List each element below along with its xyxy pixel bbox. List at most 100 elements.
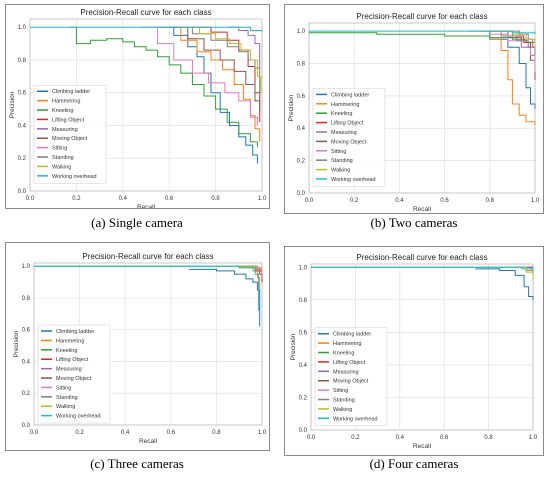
- y-tick-label: 0.6: [297, 94, 306, 100]
- legend-label: Hammering: [52, 99, 80, 105]
- y-axis-label: Precision: [290, 333, 297, 360]
- x-tick-label: 0.6: [167, 430, 176, 436]
- y-tick-label: 0.6: [22, 328, 31, 334]
- legend-label: Lifting Object: [52, 117, 85, 123]
- legend-label: Walking: [52, 164, 71, 170]
- y-tick-label: 1.0: [18, 25, 27, 31]
- series-line-sitting: [521, 266, 534, 273]
- series-line-working-overhead: [311, 266, 534, 274]
- legend-label: Sitting: [333, 388, 348, 394]
- x-tick-label: 0.0: [26, 196, 35, 202]
- legend-label: Lifting Object: [331, 121, 364, 127]
- x-tick-label: 0.2: [350, 198, 359, 204]
- legend-label: Standing: [333, 398, 355, 404]
- series-line-kneeling: [34, 265, 263, 273]
- legend-label: Lifting Object: [56, 357, 89, 363]
- x-axis-label: Recall: [137, 204, 156, 208]
- x-axis-label: Recall: [413, 443, 432, 450]
- x-tick-label: 0.6: [165, 196, 174, 202]
- legend-label: Lifting Object: [333, 360, 366, 366]
- series-line-climbing-ladder: [467, 30, 536, 109]
- legend-label: Climbing ladder: [52, 89, 90, 95]
- series-line-working-overhead: [309, 30, 536, 35]
- x-tick-label: 0.8: [211, 196, 220, 202]
- legend-label: Sitting: [56, 385, 71, 391]
- y-axis-label: Precision: [288, 94, 295, 121]
- y-tick-label: 1.0: [299, 265, 308, 271]
- legend-label: Kneeling: [331, 111, 352, 117]
- series-line-hammering: [489, 38, 536, 125]
- chart-a: Precision-Recall curve for each class 0.0…: [9, 8, 267, 208]
- y-tick-label: 0.8: [299, 298, 308, 304]
- y-tick-label: 1.0: [22, 264, 31, 270]
- series-line-measuring: [227, 26, 261, 69]
- legend-label: Sitting: [52, 146, 67, 152]
- legend-label: Working overhead: [56, 414, 101, 420]
- chart-c: Precision-Recall curve for each class 0.0…: [13, 252, 267, 445]
- legend-label: Moving Object: [56, 376, 92, 382]
- chart-d: Precision-Recall curve for each class 0.0…: [290, 253, 538, 450]
- y-tick-label: 0.2: [18, 156, 27, 162]
- chart-panel-a: Precision-Recall curve for each class 0.0…: [5, 4, 270, 209]
- x-axis-label: Recall: [139, 438, 158, 445]
- legend-label: Hammering: [333, 341, 361, 347]
- chart-title: Precision-Recall curve for each class: [80, 8, 211, 17]
- y-tick-label: 0.4: [22, 359, 31, 365]
- chart-panel-d: Precision-Recall curve for each class 0.0…: [284, 246, 544, 456]
- series-line-walking: [239, 265, 263, 271]
- legend-label: Working overhead: [333, 416, 378, 422]
- chart-caption-d: (d) Four cameras: [369, 456, 459, 471]
- plot-frame: [310, 263, 534, 431]
- x-tick-label: 0.4: [396, 435, 405, 441]
- x-tick-label: 0.8: [212, 430, 221, 436]
- x-tick-label: 1.0: [258, 196, 267, 202]
- x-tick-label: 0.2: [75, 430, 84, 436]
- legend-label: Kneeling: [52, 108, 73, 114]
- y-axis-label: Precision: [13, 330, 20, 357]
- x-tick-label: 0.4: [395, 198, 404, 204]
- y-tick-label: 0.4: [297, 126, 306, 132]
- legend-label: Standing: [331, 158, 353, 164]
- legend-label: Walking: [56, 404, 75, 410]
- x-tick-label: 0.0: [307, 435, 316, 441]
- legend-label: Working overhead: [52, 174, 97, 180]
- y-tick-label: 0.8: [22, 296, 31, 302]
- legend-label: Measuring: [333, 369, 359, 375]
- series-line-walking: [180, 26, 262, 93]
- chart-title: Precision-Recall curve for each class: [356, 253, 487, 262]
- y-tick-label: 0.2: [22, 391, 31, 397]
- y-tick-label: 0.6: [299, 330, 308, 336]
- y-tick-label: 0.4: [299, 363, 308, 369]
- legend-label: Hammering: [56, 338, 84, 344]
- legend-label: Sitting: [331, 149, 346, 155]
- legend-label: Walking: [331, 168, 350, 174]
- y-axis-label: Precision: [9, 91, 16, 118]
- y-tick-label: 0.2: [299, 395, 308, 401]
- series-line-sitting: [141, 26, 258, 126]
- y-tick-label: 0.0: [18, 189, 27, 195]
- legend-label: Moving Object: [52, 136, 88, 142]
- x-tick-label: 0.8: [486, 198, 495, 204]
- chart-panel-b: Precision-Recall curve for each class 0.0…: [284, 4, 544, 214]
- legend-label: Working overhead: [331, 177, 376, 183]
- series-line-sitting: [489, 33, 536, 72]
- y-tick-label: 0.4: [18, 123, 27, 129]
- legend-label: Hammering: [331, 102, 359, 108]
- legend-label: Standing: [52, 155, 74, 161]
- chart-title: Precision-Recall curve for each class: [356, 12, 487, 21]
- legend-label: Walking: [333, 407, 352, 413]
- series-line-standing: [478, 30, 536, 56]
- y-tick-label: 0.8: [18, 58, 27, 64]
- x-tick-label: 0.0: [305, 198, 314, 204]
- legend-label: Measuring: [331, 130, 357, 136]
- y-tick-label: 0.0: [297, 191, 306, 197]
- y-tick-label: 0.0: [22, 423, 31, 429]
- legend-label: Moving Object: [331, 139, 367, 145]
- x-tick-label: 0.4: [121, 430, 130, 436]
- series-line-climbing-ladder: [475, 268, 534, 300]
- y-tick-label: 0.2: [297, 159, 306, 165]
- legend-label: Climbing ladder: [331, 92, 369, 98]
- series-line-climbing-ladder: [189, 268, 261, 327]
- chart-title: Precision-Recall curve for each class: [82, 252, 213, 261]
- x-tick-label: 0.2: [351, 435, 360, 441]
